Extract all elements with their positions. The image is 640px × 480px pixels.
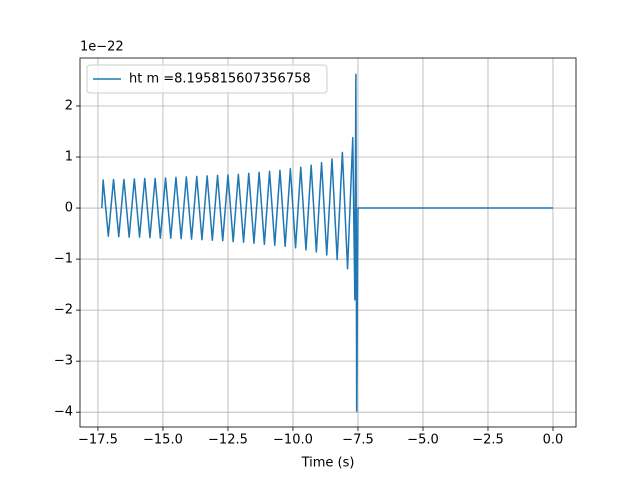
x-tick-label: −5.0 — [407, 433, 439, 448]
plot-frame — [79, 57, 577, 428]
y-tick-label: −1 — [54, 252, 73, 267]
legend-box — [86, 64, 328, 94]
x-tick-label: −15.0 — [143, 433, 183, 448]
legend-label: ht m =8.195815607356758 — [129, 72, 311, 87]
x-tick-label: −7.5 — [342, 433, 374, 448]
x-tick-label: −12.5 — [208, 433, 248, 448]
y-tick-label: 0 — [65, 201, 73, 216]
y-tick-label: 2 — [65, 98, 73, 113]
y-tick-label: −2 — [54, 303, 73, 318]
x-tick-label: −2.5 — [472, 433, 504, 448]
data-line — [101, 73, 553, 412]
x-tick-label: −17.5 — [78, 433, 118, 448]
y-tick-label: −3 — [54, 354, 73, 369]
y-tick-label: 1 — [65, 150, 73, 165]
x-axis-label: Time (s) — [301, 456, 355, 471]
legend: ht m =8.195815607356758 — [86, 64, 328, 94]
offset-text: 1e−22 — [80, 40, 124, 55]
x-tick-label: −10.0 — [273, 433, 313, 448]
y-tick-label: −4 — [54, 405, 73, 420]
x-tick-label: 0.0 — [543, 433, 564, 448]
